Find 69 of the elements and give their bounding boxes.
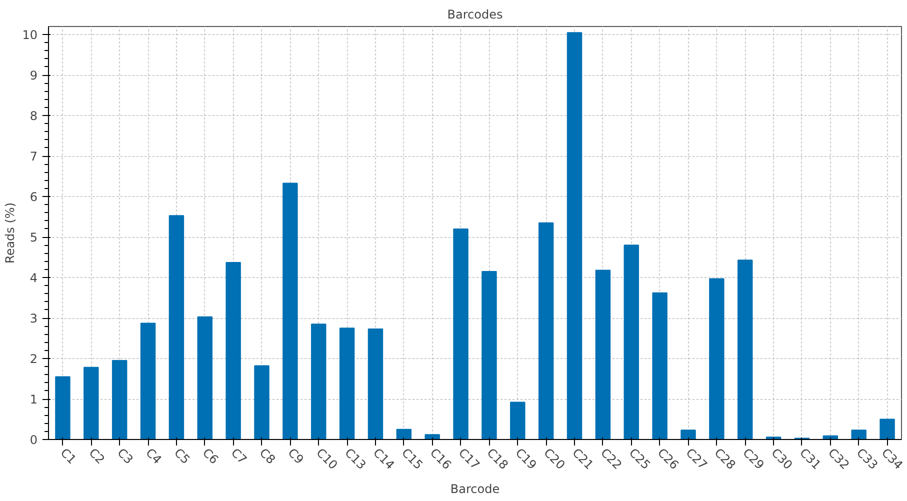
bar — [738, 260, 753, 440]
x-tick-label: C13 — [342, 446, 369, 472]
bar — [55, 376, 70, 440]
x-tick-label: C9 — [285, 446, 306, 467]
x-tick-label: C34 — [878, 446, 906, 472]
bar — [140, 322, 156, 440]
x-tick-label: C25 — [626, 446, 654, 472]
y-tick-label: 8 — [30, 109, 38, 124]
x-tick-label: C18 — [484, 446, 511, 472]
x-tick-label: C33 — [854, 446, 881, 472]
x-tick-label: C32 — [825, 446, 852, 472]
bar — [254, 365, 270, 440]
bar — [311, 324, 326, 440]
bar — [453, 228, 468, 440]
bar — [197, 316, 212, 440]
bar — [112, 360, 128, 440]
x-tick-label: C6 — [200, 446, 222, 467]
x-tick-label: C10 — [314, 446, 340, 472]
bar — [424, 434, 440, 440]
bar — [226, 262, 241, 440]
y-tick-label: 4 — [30, 271, 38, 286]
x-tick-label: C5 — [172, 446, 193, 467]
y-tick-label: 2 — [30, 352, 38, 366]
x-tick-label: C15 — [398, 446, 426, 472]
x-tick-label: C17 — [456, 446, 482, 472]
y-tick-label: 0 — [30, 433, 38, 447]
x-tick-label: C16 — [427, 446, 454, 472]
y-tick-label: 10 — [22, 28, 38, 42]
x-tick-label: C27 — [683, 446, 710, 472]
bar — [680, 430, 696, 440]
bar — [624, 244, 639, 440]
bar — [339, 328, 355, 440]
bar — [396, 428, 412, 440]
bar — [282, 182, 298, 440]
bar — [84, 366, 99, 440]
y-axis-title: Reads (%) — [3, 202, 18, 264]
x-axis-title: Barcode — [450, 482, 500, 496]
bar — [510, 402, 526, 440]
bar — [482, 270, 497, 440]
x-tick-label: C26 — [654, 446, 682, 472]
bar — [538, 222, 554, 440]
bar — [880, 418, 895, 440]
y-tick-label: 9 — [30, 68, 38, 83]
x-tick-label: C1 — [58, 446, 79, 467]
x-tick-label: C29 — [740, 446, 767, 472]
x-tick-label: C19 — [512, 446, 540, 472]
bar — [168, 215, 184, 440]
x-tick-label: C4 — [143, 446, 164, 467]
x-tick-label: C22 — [598, 446, 625, 472]
x-tick-label: C30 — [768, 446, 796, 472]
x-tick-label: C14 — [370, 446, 398, 472]
bar — [652, 292, 668, 440]
bar — [368, 328, 384, 440]
y-tick-label: 3 — [30, 312, 38, 326]
x-tick-label: C8 — [256, 446, 278, 467]
x-tick-label: C28 — [712, 446, 738, 472]
y-tick-label: 6 — [30, 190, 38, 204]
x-tick-label: C2 — [86, 446, 108, 467]
y-tick-label: 1 — [30, 392, 38, 407]
x-tick-label: C3 — [114, 446, 136, 467]
chart-title: Barcodes — [447, 8, 503, 22]
x-tick-label: C20 — [541, 446, 568, 472]
y-tick-label: 5 — [30, 230, 38, 245]
x-tick-label: C7 — [228, 446, 250, 467]
bar — [566, 32, 582, 440]
bar — [851, 430, 866, 440]
bar — [709, 278, 724, 440]
bar — [595, 270, 611, 440]
y-tick-label: 7 — [30, 150, 38, 164]
